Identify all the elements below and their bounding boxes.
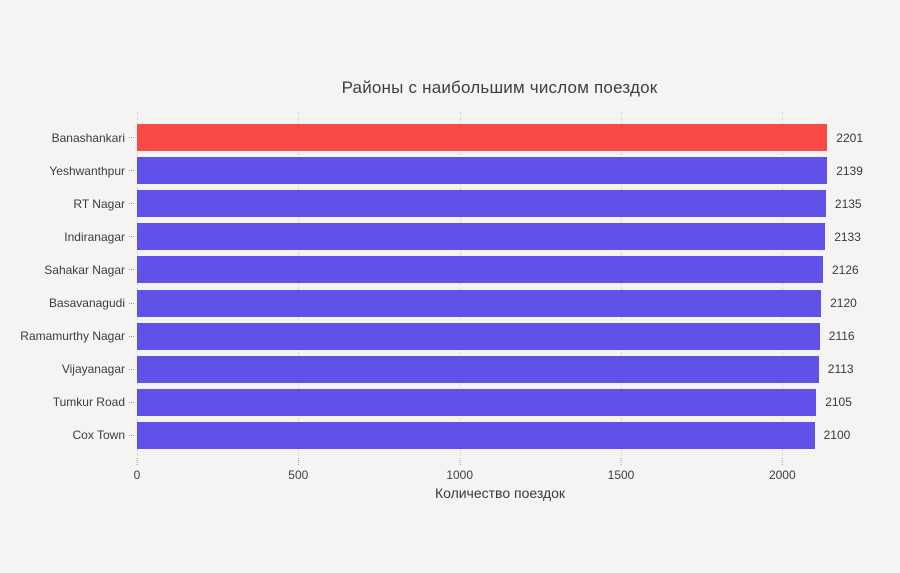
bar — [137, 388, 817, 416]
y-tick-mark — [129, 335, 134, 337]
x-tick: 0 — [133, 458, 141, 482]
bar — [137, 355, 819, 383]
y-tick-label: RT Nagar — [73, 196, 125, 211]
y-tick-mark — [129, 170, 134, 172]
bar-value-label: 2201 — [836, 130, 863, 145]
x-tick-mark — [620, 458, 622, 465]
x-tick: 1000 — [446, 458, 473, 482]
y-tick-row: Ramamurthy Nagar — [0, 320, 137, 353]
bar-value-label: 2100 — [823, 428, 851, 443]
x-tick-label: 500 — [288, 468, 309, 482]
gridline — [621, 112, 622, 456]
y-tick-row: Yeshwanthpur — [0, 154, 137, 187]
y-tick-row: RT Nagar — [0, 187, 137, 220]
x-tick-mark — [136, 458, 138, 465]
bar — [137, 421, 815, 449]
y-tick-row: Banashankari — [0, 121, 137, 154]
y-tick-label: Indiranagar — [64, 229, 125, 244]
bar — [137, 289, 822, 317]
bars-container: 2201 2139 2135 2133 2126 2120 2116 2113 2105 2100 — [137, 121, 863, 452]
bar-row: 2105 — [137, 386, 863, 419]
bar-row: 2133 — [137, 220, 863, 253]
bar-row: 2116 — [137, 320, 863, 353]
x-tick-label: 1000 — [446, 468, 474, 482]
x-tick-mark — [781, 458, 783, 465]
y-tick-row: Cox Town — [0, 419, 137, 452]
x-tick-mark — [459, 458, 461, 465]
bar — [137, 190, 826, 218]
bar-row: 2126 — [137, 253, 863, 286]
x-tick-label: 0 — [133, 468, 141, 482]
bar-row: 2135 — [137, 187, 863, 220]
y-tick-mark — [129, 434, 134, 436]
bar-value-label: 2139 — [836, 163, 863, 178]
chart-title: Районы с наибольшим числом поездок — [341, 78, 658, 97]
bar — [137, 157, 828, 185]
y-tick-row: Vijayanagar — [0, 353, 137, 386]
y-tick-row: Sahakar Nagar — [0, 253, 137, 286]
y-tick-mark — [129, 203, 134, 205]
y-tick-mark — [129, 269, 134, 271]
y-tick-label: Basavanagudi — [48, 296, 125, 311]
x-tick-label: 1500 — [607, 468, 635, 482]
bar-value-label: 2105 — [825, 395, 852, 410]
bar-row: 2201 — [137, 121, 863, 154]
bar — [137, 322, 820, 350]
bar-value-label: 2113 — [827, 362, 854, 377]
bar-value-label: 2120 — [830, 296, 857, 311]
y-tick-mark — [129, 137, 134, 139]
bar-row: 2120 — [137, 286, 863, 319]
y-tick-mark — [129, 401, 134, 403]
gridline — [137, 112, 138, 456]
y-tick-label: Sahakar Nagar — [44, 262, 125, 277]
y-tick-label: Tumkur Road — [52, 395, 125, 410]
y-tick-label: Ramamurthy Nagar — [20, 329, 125, 344]
y-tick-row: Indiranagar — [0, 220, 137, 253]
y-tick-label: Cox Town — [72, 428, 125, 443]
bar-value-label: 2126 — [832, 262, 859, 277]
bar-value-label: 2133 — [834, 229, 861, 244]
gridline — [782, 112, 784, 456]
x-tick: 2000 — [769, 458, 796, 482]
y-tick-label: Banashankari — [51, 130, 125, 145]
gridline — [459, 112, 461, 456]
y-tick-label: Vijayanagar — [61, 362, 125, 377]
y-tick-row: Tumkur Road — [0, 386, 137, 419]
y-tick-mark — [129, 302, 134, 304]
bar-row: 2100 — [137, 419, 863, 452]
gridline — [298, 112, 300, 456]
x-tick-label: 2000 — [768, 468, 796, 482]
y-tick-label: Yeshwanthpur — [49, 163, 125, 178]
x-tick: 500 — [288, 458, 308, 482]
bar-highlighted — [137, 124, 828, 152]
y-axis-labels: Banashankari Yeshwanthpur RT Nagar Indirana… — [0, 121, 137, 452]
x-tick: 1500 — [607, 458, 635, 482]
x-axis-title: Количество поездок — [434, 485, 566, 501]
y-tick-mark — [129, 236, 134, 238]
y-tick-mark — [129, 368, 134, 370]
bar — [137, 223, 826, 251]
bar-row: 2139 — [137, 154, 863, 187]
y-tick-row: Basavanagudi — [0, 286, 137, 319]
bar — [137, 256, 823, 284]
bar-value-label: 2116 — [828, 329, 855, 344]
bar-value-label: 2135 — [834, 196, 862, 211]
x-tick-mark — [297, 458, 299, 465]
plot-area: 2201 2139 2135 2133 2126 2120 2116 2113 2105 2100 — [137, 112, 863, 456]
bar-row: 2113 — [137, 353, 863, 386]
